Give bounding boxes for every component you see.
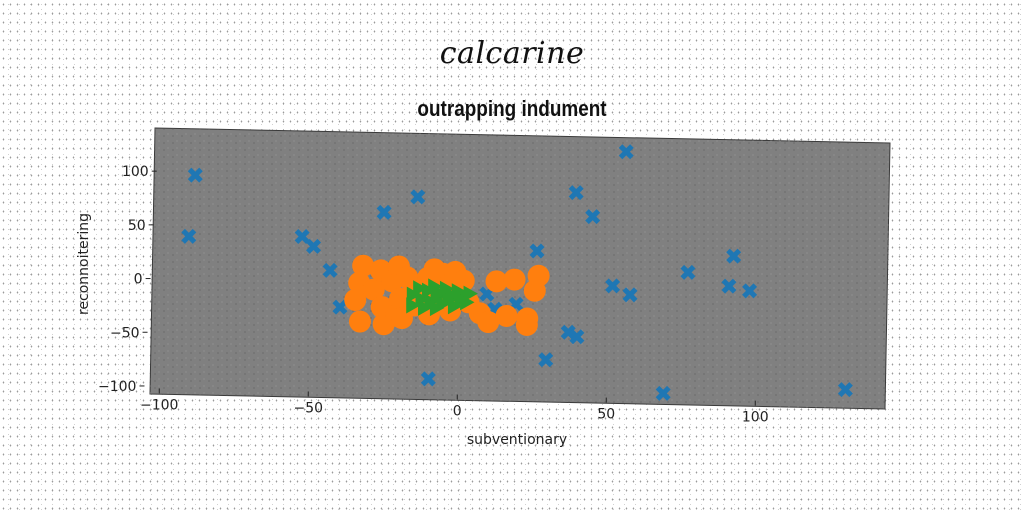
- y-tick-label: 100: [122, 164, 149, 180]
- x-tick-label: 0: [453, 404, 462, 420]
- y-tick-label: −50: [110, 325, 140, 341]
- scatter-point-circle: [503, 268, 526, 291]
- scatter-point-circle: [477, 311, 500, 334]
- scatter-point-circle: [344, 288, 367, 311]
- scatter-point-x-marker: [529, 243, 545, 259]
- scatter-point-x-marker: [618, 144, 634, 160]
- scatter-point-circle: [348, 310, 371, 333]
- scatter-point-circle: [515, 313, 538, 336]
- scatter-point-x-marker: [742, 283, 758, 299]
- scatter-point-x-marker: [420, 371, 436, 387]
- scatter-point-x-marker: [837, 382, 853, 398]
- scatter-point-x-marker: [655, 385, 671, 401]
- scatter-point-x-marker: [322, 262, 338, 278]
- scatter-point-circle: [452, 269, 475, 292]
- scatter-point-x-marker: [568, 185, 584, 201]
- scatter-point-x-marker: [680, 264, 696, 280]
- scatter-point-circle: [362, 278, 385, 301]
- scatter-point-circle: [495, 304, 518, 327]
- x-axis-label: subventionary: [467, 432, 567, 448]
- chart-title: outrapping indument: [417, 96, 607, 121]
- scatter-point-x-marker: [376, 204, 392, 220]
- scatter-point-x-marker: [560, 324, 576, 340]
- figure-suptitle: calcarine: [439, 36, 585, 71]
- scatter-point-x-marker: [569, 329, 585, 345]
- scatter-point-x-marker: [332, 299, 348, 315]
- scatter-point-circle: [352, 254, 375, 277]
- scatter-point-triangle: [406, 297, 421, 314]
- scatter-point-triangle: [463, 285, 478, 302]
- scatter-point-x-marker: [538, 352, 554, 368]
- plot-texture: [150, 128, 890, 409]
- scatter-point-x-marker: [181, 228, 197, 244]
- x-tick-label: −50: [293, 400, 323, 416]
- scatter-point-x-marker: [622, 287, 638, 303]
- x-tick-label: 100: [742, 410, 769, 426]
- x-tick-label: 50: [597, 407, 615, 423]
- y-axis-label: reconnoitering: [76, 213, 92, 315]
- scatter-point-circle: [527, 264, 550, 287]
- scatter-point-circle: [485, 270, 508, 293]
- scatter-point-x-marker: [294, 229, 310, 245]
- y-tick-label: 0: [134, 272, 143, 288]
- scatter-point-x-marker: [721, 278, 737, 294]
- scatter-point-x-marker: [605, 278, 621, 294]
- y-tick-label: −100: [98, 379, 136, 395]
- scatter-point-x-marker: [726, 248, 742, 264]
- scatter-point-x-marker: [410, 189, 426, 205]
- x-tick-label: −100: [140, 397, 178, 413]
- scatter-point-x-marker: [585, 209, 601, 225]
- scatter-point-x-marker: [306, 238, 322, 254]
- scatter-point-x-marker: [187, 167, 203, 183]
- y-tick-label: 50: [128, 218, 146, 234]
